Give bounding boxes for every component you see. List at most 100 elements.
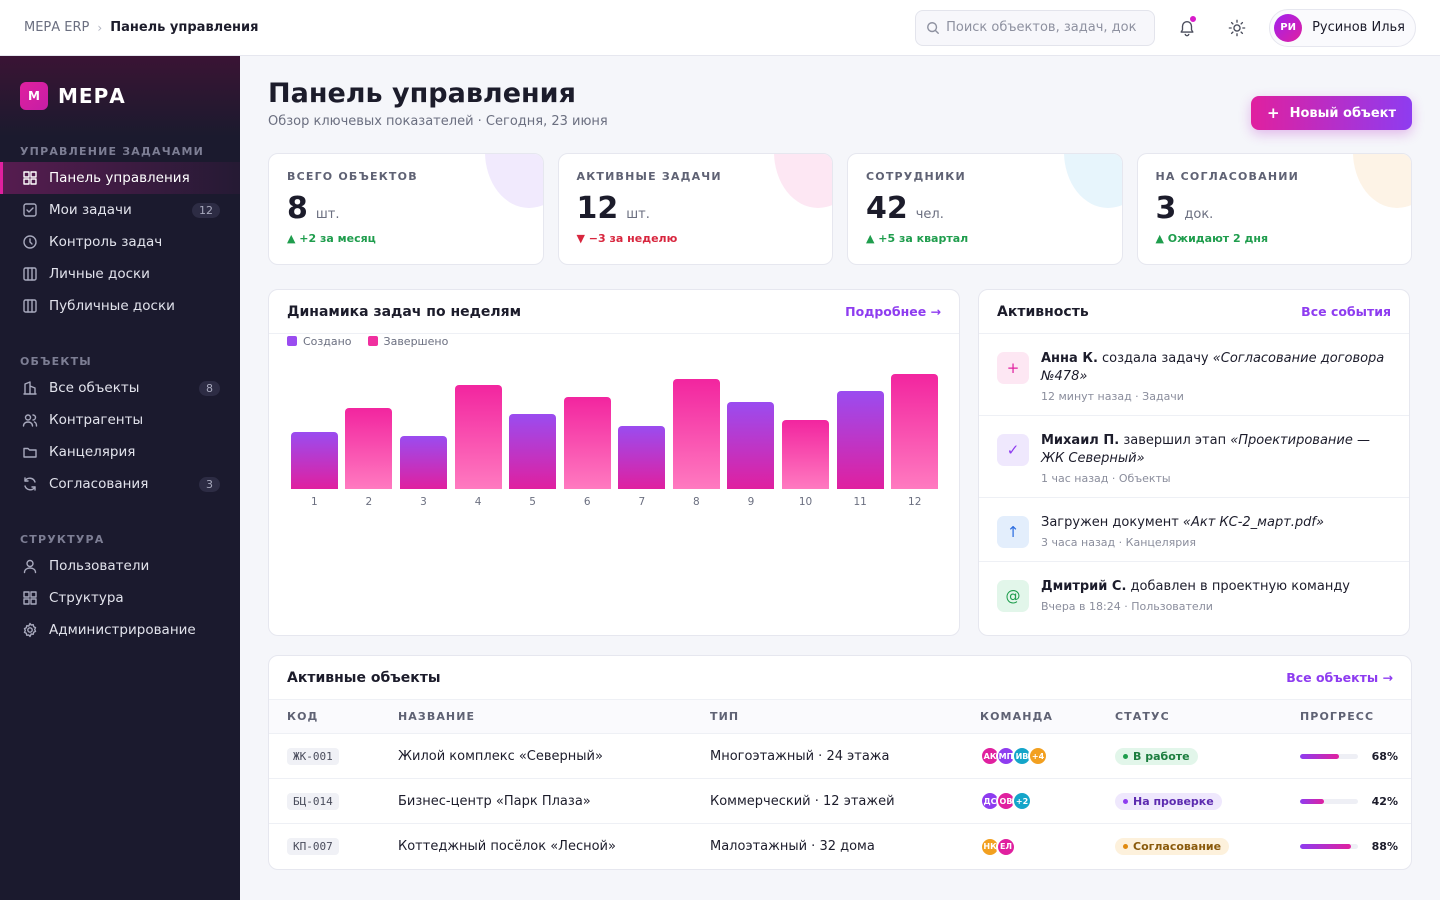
team-avatars[interactable]: ДС ОВ +2 <box>980 791 1115 811</box>
chart-bar[interactable] <box>618 425 666 489</box>
activity-action: Загружен документ <box>1041 515 1183 530</box>
sidebar-item[interactable]: Контроль задач <box>0 226 240 258</box>
sidebar-item[interactable]: Канцелярия <box>0 436 240 468</box>
chart-bar[interactable] <box>672 379 720 489</box>
brand[interactable]: М МЕРА <box>0 56 240 136</box>
activity-object[interactable]: «Акт КС-2_март.pdf» <box>1182 515 1324 530</box>
column-header: КОМАНДА <box>980 710 1054 723</box>
page-header: Панель управления Обзор ключевых показат… <box>268 56 1412 152</box>
sidebar-item[interactable]: Пользователи <box>0 550 240 582</box>
sidebar-item[interactable]: Контрагенты <box>0 404 240 436</box>
cell-status: Согласование <box>1115 838 1300 855</box>
chart-bar[interactable] <box>782 419 830 489</box>
sidebar-item[interactable]: Личные доски <box>0 258 240 290</box>
chart-bar[interactable] <box>509 414 557 489</box>
avatar: +2 <box>1012 791 1032 811</box>
chart-details-link[interactable]: Подробнее → <box>845 304 941 319</box>
object-name[interactable]: Коттеджный посёлок «Лесной» <box>398 839 616 854</box>
sidebar-item[interactable]: Администрирование <box>0 614 240 646</box>
check-icon: ✓ <box>997 434 1029 466</box>
search-icon <box>927 21 940 34</box>
sun-icon <box>1228 19 1246 36</box>
kpi-card[interactable]: АКТИВНЫЕ ЗАДАЧИ 12 шт. ▼ −3 за неделю <box>557 153 833 265</box>
sidebar-item[interactable]: Панель управления <box>0 162 240 194</box>
objects-title: Активные объекты <box>287 669 441 686</box>
user-name: Русинов Илья <box>1312 20 1405 35</box>
new-object-button[interactable]: + Новый объект <box>1251 96 1412 130</box>
users-icon <box>22 414 38 427</box>
activity-item[interactable]: + Анна К. создала задачу «Согласование до… <box>979 334 1409 416</box>
kpi-row: ВСЕГО ОБЪЕКТОВ 8 шт. ▲ +2 за месяц АКТИВНЫЕ … <box>268 153 1412 265</box>
legend-item: Завершено <box>367 335 448 348</box>
activity-text: Загружен документ «Акт КС-2_март.pdf» <box>1041 514 1324 532</box>
activity-object[interactable]: «Проектирование — ЖК Северный» <box>1041 433 1370 466</box>
chart-bar[interactable] <box>891 374 939 489</box>
status-dot <box>1123 753 1128 759</box>
chart-bar[interactable] <box>563 396 611 489</box>
cell-code: ЖК-001 <box>287 747 398 765</box>
chart-bar[interactable] <box>345 408 393 489</box>
x-tick-label: 1 <box>310 496 318 508</box>
sidebar-item[interactable]: Согласования 3 <box>0 468 240 500</box>
object-name[interactable]: Жилой комплекс «Северный» <box>398 748 603 764</box>
cell-team: НК ЕЛ <box>980 836 1115 857</box>
chart-bar[interactable] <box>727 402 775 489</box>
object-name[interactable]: Бизнес-центр «Парк Плаза» <box>398 793 591 809</box>
kpi-card[interactable]: ВСЕГО ОБЪЕКТОВ 8 шт. ▲ +2 за месяц <box>268 153 544 265</box>
team-avatars[interactable]: АК МП ИВ +4 <box>980 746 1115 766</box>
activity-text: Михаил П. завершил этап «Проектирование … <box>1041 432 1391 468</box>
all-events-link[interactable]: Все события <box>1301 304 1391 319</box>
all-objects-link[interactable]: Все объекты → <box>1286 670 1393 685</box>
kpi-delta: ▲ +2 за месяц <box>287 232 376 245</box>
progress-fill <box>1300 844 1352 849</box>
sidebar-item-label: Структура <box>49 590 124 606</box>
sidebar-item[interactable]: Публичные доски <box>0 290 240 322</box>
kpi-unit: шт. <box>626 207 650 222</box>
cell-code: БЦ-014 <box>287 792 398 810</box>
table-row[interactable]: БЦ-014 Бизнес-центр «Парк Плаза» Коммерчес… <box>269 779 1411 824</box>
chart-bar[interactable] <box>290 431 338 489</box>
chart-bar[interactable] <box>399 436 447 489</box>
x-tick-label: 6 <box>583 496 591 508</box>
upload-icon: ↑ <box>997 516 1029 548</box>
columns-icon <box>23 299 37 313</box>
x-tick-label: 5 <box>529 496 536 508</box>
sidebar-item[interactable]: Все объекты 8 <box>0 372 240 404</box>
activity-item[interactable]: ✓ Михаил П. завершил этап «Проектирование… <box>979 416 1409 498</box>
section-gap <box>0 322 240 346</box>
activity-item[interactable]: ↑ Загружен документ «Акт КС-2_март.pdf» 3 … <box>979 498 1409 562</box>
activity-item[interactable]: @ Дмитрий С. добавлен в проектную команду… <box>979 562 1409 626</box>
progress-value: 68% <box>1371 749 1398 763</box>
cell-status: В работе <box>1115 747 1300 765</box>
chart-bar[interactable] <box>836 390 884 489</box>
sidebar-item-label: Панель управления <box>49 170 190 186</box>
kpi-unit: шт. <box>315 207 340 222</box>
avatar: +4 <box>1028 746 1048 766</box>
sidebar-item[interactable]: Мои задачи 12 <box>0 194 240 226</box>
theme-toggle-button[interactable] <box>1219 10 1255 46</box>
team-avatars[interactable]: НК ЕЛ <box>980 836 1115 857</box>
breadcrumb-root[interactable]: МЕРА ERP <box>24 20 90 35</box>
status-dot <box>1123 798 1128 804</box>
progress-bar <box>1300 844 1358 849</box>
kpi-value: 42 <box>866 191 908 226</box>
sidebar-item[interactable]: Структура <box>0 582 240 614</box>
user-menu[interactable]: РИ Русинов Илья <box>1269 8 1416 47</box>
count-badge: 12 <box>192 202 220 218</box>
search-box[interactable] <box>915 9 1156 46</box>
activity-body: Михаил П. завершил этап «Проектирование … <box>1041 432 1391 497</box>
activity-object[interactable]: «Согласование договора №478» <box>1041 351 1385 384</box>
chart-bar[interactable] <box>454 384 502 489</box>
kpi-card[interactable]: НА СОГЛАСОВАНИИ 3 док. ▲ Ожидают 2 дня <box>1136 153 1412 265</box>
table-row[interactable]: ЖК-001 Жилой комплекс «Северный» Многоэтаж… <box>269 734 1411 779</box>
chart-title: Динамика задач по неделям <box>287 303 522 320</box>
cell-status: На проверке <box>1115 792 1300 810</box>
activity-actor: Анна К. <box>1041 351 1098 366</box>
notifications-button[interactable] <box>1169 10 1205 46</box>
search-input[interactable] <box>946 20 1137 35</box>
table-row[interactable]: КП-007 Коттеджный посёлок «Лесной» Малоэта… <box>269 824 1411 869</box>
kpi-card[interactable]: СОТРУДНИКИ 42 чел. ▲ +5 за квартал <box>847 153 1123 265</box>
brand-logo: М <box>20 82 48 110</box>
main-content: Панель управления Обзор ключевых показат… <box>240 56 1440 900</box>
plus-icon: + <box>1267 104 1280 122</box>
